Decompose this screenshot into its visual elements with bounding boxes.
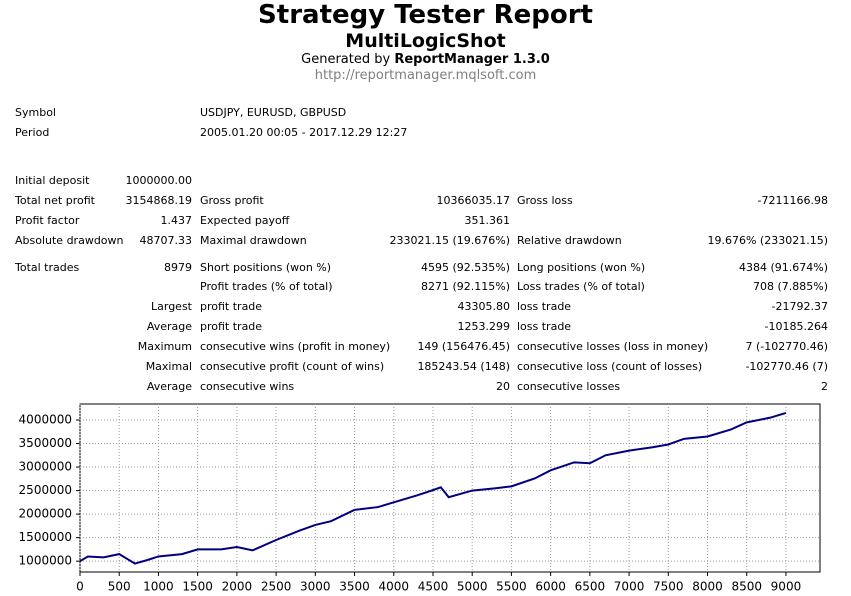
x-tick-label: 5500	[496, 580, 527, 594]
stat-value: 20	[496, 380, 510, 393]
stat-value: 48707.33	[139, 234, 193, 247]
stat-label: consecutive loss (count of losses)	[517, 360, 703, 373]
stat-value: 149 (156476.45)	[417, 340, 510, 353]
info-value: 2005.01.20 00:05 - 2017.12.29 12:27	[200, 126, 408, 139]
balance-line	[79, 411, 787, 565]
stat-value: 10366035.17	[436, 194, 510, 207]
x-tick-label: 500	[108, 580, 131, 594]
stat-label: Profit trades (% of total)	[200, 280, 333, 293]
stat-value: 351.361	[464, 214, 511, 227]
stat-value: Maximum	[137, 340, 192, 353]
stat-label: Initial deposit	[15, 174, 90, 187]
generated-prefix: Generated by	[301, 52, 391, 67]
plot-area	[79, 403, 821, 573]
x-tick-label: 1500	[182, 580, 213, 594]
y-tick-label: 3500000	[19, 436, 72, 450]
stat-label: consecutive losses (loss in money)	[517, 340, 709, 353]
stat-label: consecutive losses	[517, 380, 621, 393]
stat-label: Expected payoff	[200, 214, 290, 227]
stat-label: consecutive profit (count of wins)	[200, 360, 385, 373]
y-tick-label: 1000000	[19, 554, 72, 568]
stat-value: 708 (7.885%)	[752, 280, 828, 293]
stat-value: 233021.15 (19.676%)	[389, 234, 510, 247]
x-tick-label: 3000	[300, 580, 331, 594]
y-tick-label: 3000000	[19, 460, 72, 474]
stat-value: 8271 (92.115%)	[420, 280, 510, 293]
stat-label: consecutive wins	[200, 380, 295, 393]
stat-label: profit trade	[200, 320, 263, 333]
info-value: USDJPY, EURUSD, GBPUSD	[200, 106, 347, 119]
stat-value: 1.437	[160, 214, 193, 227]
stat-value: 3154868.19	[125, 194, 192, 207]
stat-label: Long positions (won %)	[517, 261, 646, 274]
stat-label: consecutive wins (profit in money)	[200, 340, 391, 353]
stat-label: loss trade	[517, 320, 572, 333]
generator: ReportManager 1.3.0	[394, 52, 550, 67]
generated-line: Generated by ReportManager 1.3.0	[0, 52, 851, 67]
x-tick-label: 7000	[614, 580, 645, 594]
stat-value: 19.676% (233021.15)	[707, 234, 828, 247]
stat-label: Total trades	[15, 261, 80, 274]
y-tick-label: 1500000	[19, 530, 72, 544]
stat-label: profit trade	[200, 300, 263, 313]
stat-value: Largest	[151, 300, 192, 313]
x-tick-label: 8500	[731, 580, 762, 594]
stat-value: -7211166.98	[757, 194, 828, 207]
x-tick-label: 0	[76, 580, 84, 594]
stat-value: 7 (-102770.46)	[745, 340, 828, 353]
x-tick-label: 7500	[653, 580, 684, 594]
x-tick-label: 5000	[457, 580, 488, 594]
stat-value: -102770.46 (7)	[745, 360, 828, 373]
x-tick-label: 2500	[261, 580, 292, 594]
stat-value: -21792.37	[771, 300, 828, 313]
stat-label: Profit factor	[15, 214, 80, 227]
x-tick-label: 9000	[771, 580, 802, 594]
x-tick-label: 4000	[378, 580, 409, 594]
url: http://reportmanager.mqlsoft.com	[314, 68, 537, 83]
stat-label: loss trade	[517, 300, 572, 313]
info-label: Symbol	[15, 106, 56, 119]
stat-label: Gross profit	[200, 194, 264, 207]
y-tick-label: 2000000	[19, 507, 72, 521]
stat-value: Average	[146, 320, 192, 333]
stat-value: -10185.264	[764, 320, 828, 333]
x-tick-label: 4500	[418, 580, 449, 594]
stat-value: Maximal	[145, 360, 192, 373]
y-tick-label: 4000000	[19, 413, 72, 427]
stat-value: 1253.299	[457, 320, 511, 333]
stat-value: 185243.54 (148)	[417, 360, 510, 373]
subtitle: MultiLogicShot	[345, 30, 506, 52]
stat-label: Total net profit	[15, 194, 95, 207]
stat-value: 8979	[164, 261, 192, 274]
x-tick-label: 2000	[222, 580, 253, 594]
stat-value: Average	[146, 380, 192, 393]
x-tick-label: 6500	[575, 580, 606, 594]
stat-label: Relative drawdown	[517, 234, 622, 247]
y-tick-label: 2500000	[19, 483, 72, 497]
stat-value: 1000000.00	[125, 174, 192, 187]
stat-label: Short positions (won %)	[200, 261, 332, 274]
stat-value: 2	[821, 380, 828, 393]
stat-label: Loss trades (% of total)	[517, 280, 645, 293]
title: Strategy Tester Report	[258, 0, 593, 30]
stat-value: 43305.80	[457, 300, 511, 313]
stat-label: Absolute drawdown	[15, 234, 124, 247]
x-tick-label: 6000	[535, 580, 566, 594]
stat-value: 4384 (91.674%)	[738, 261, 828, 274]
stat-label: Maximal drawdown	[200, 234, 307, 247]
x-tick-label: 3500	[339, 580, 370, 594]
stat-label: Gross loss	[517, 194, 573, 207]
x-tick-label: 1000	[143, 580, 174, 594]
stat-value: 4595 (92.535%)	[420, 261, 510, 274]
info-label: Period	[15, 126, 50, 139]
x-tick-label: 8000	[692, 580, 723, 594]
